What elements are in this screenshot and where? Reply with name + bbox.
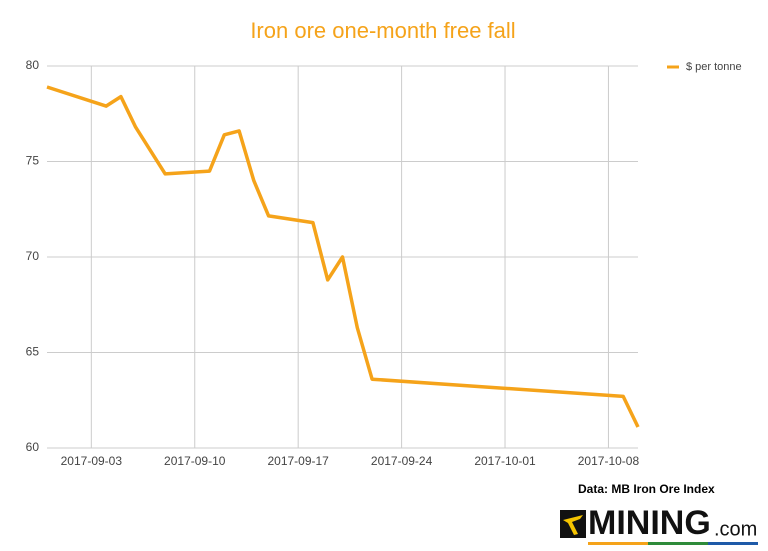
chart-title: Iron ore one-month free fall bbox=[250, 18, 515, 43]
source-note: Data: MB Iron Ore Index bbox=[578, 482, 715, 496]
logo-pickaxe bbox=[563, 515, 583, 535]
x-tick-label: 2017-10-08 bbox=[578, 454, 640, 468]
line-series bbox=[46, 85, 640, 428]
y-tick-label: 65 bbox=[26, 345, 40, 359]
logo: MINING .com bbox=[560, 504, 758, 545]
x-tick-label: 2017-09-03 bbox=[61, 454, 123, 468]
x-tick-label: 2017-09-17 bbox=[267, 454, 329, 468]
y-tick-label: 75 bbox=[26, 154, 40, 168]
x-tick-label: 2017-10-01 bbox=[474, 454, 536, 468]
y-tick-label: 60 bbox=[26, 440, 40, 454]
logo-text: MINING bbox=[588, 504, 711, 542]
legend-label: $ per tonne bbox=[686, 61, 742, 73]
logo-suffix: .com bbox=[714, 518, 757, 540]
logo-underline bbox=[648, 542, 708, 545]
y-tick-label: 80 bbox=[26, 58, 40, 72]
logo-underline bbox=[588, 542, 648, 545]
x-tick-label: 2017-09-10 bbox=[164, 454, 226, 468]
x-tick-label: 2017-09-24 bbox=[371, 454, 433, 468]
y-tick-label: 70 bbox=[26, 249, 40, 263]
logo-underline bbox=[708, 542, 758, 545]
